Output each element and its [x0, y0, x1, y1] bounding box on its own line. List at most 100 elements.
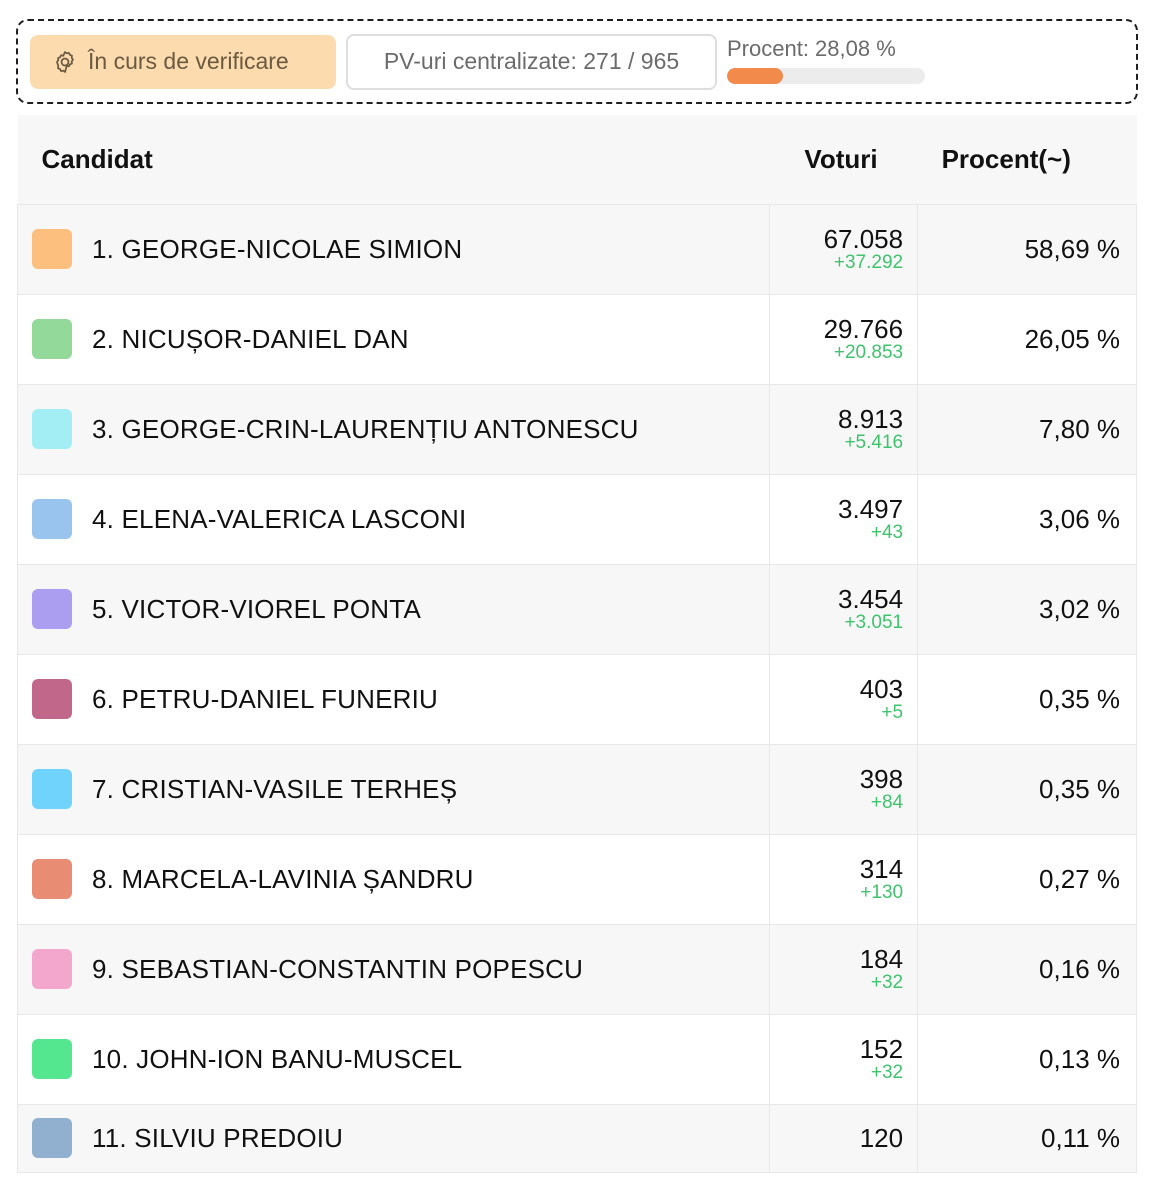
candidate-cell: 10. JOHN-ION BANU-MUSCEL — [16, 1014, 770, 1104]
gear-icon — [52, 49, 78, 75]
percent-cell: 58,69 % — [917, 204, 1137, 294]
votes-cell: 67.058 +37.292 — [769, 204, 919, 294]
table-header-row: Candidat Voturi Procent(~) — [17, 115, 1137, 205]
table-row[interactable]: 4. ELENA-VALERICA LASCONI 3.497 +43 3,06 % — [16, 474, 1137, 564]
percent-cell: 0,11 % — [917, 1104, 1137, 1172]
vote-count: 67.058 — [823, 224, 904, 254]
status-bar: În curs de verificare PV-uri centralizat… — [16, 19, 1138, 104]
vote-count: 3.454 — [838, 584, 904, 614]
votes-cell: 29.766 +20.853 — [769, 294, 919, 384]
candidate-color-swatch — [32, 499, 72, 539]
vote-count: 184 — [859, 944, 904, 974]
candidate-color-swatch — [32, 769, 72, 809]
table-row[interactable]: 2. NICUȘOR-DANIEL DAN 29.766 +20.853 26,05 … — [16, 294, 1137, 384]
progress-bar — [727, 67, 925, 84]
votes-cell: 314 +130 — [769, 834, 919, 924]
vote-count: 403 — [859, 674, 904, 704]
vote-percent: 0,35 % — [1039, 773, 1120, 804]
candidate-name: 10. JOHN-ION BANU-MUSCEL — [92, 1043, 463, 1074]
percent-cell: 0,35 % — [917, 654, 1137, 744]
candidate-cell: 2. NICUȘOR-DANIEL DAN — [16, 294, 770, 384]
vote-percent: 26,05 % — [1024, 323, 1120, 354]
candidate-color-swatch — [32, 409, 72, 449]
votes-cell: 8.913 +5.416 — [769, 384, 919, 474]
candidate-cell: 11. SILVIU PREDOIU — [16, 1104, 770, 1172]
table-row[interactable]: 8. MARCELA-LAVINIA ȘANDRU 314 +130 0,27 % — [16, 834, 1137, 924]
vote-count: 314 — [859, 854, 904, 884]
votes-cell: 3.454 +3.051 — [769, 564, 919, 654]
candidate-name: 3. GEORGE-CRIN-LAURENȚIU ANTONESCU — [92, 413, 639, 444]
candidate-cell: 6. PETRU-DANIEL FUNERIU — [16, 654, 770, 744]
vote-delta: +32 — [870, 972, 904, 993]
column-header-candidate[interactable]: Candidat — [17, 115, 770, 205]
percent-cell: 0,16 % — [917, 924, 1137, 1014]
table-row[interactable]: 10. JOHN-ION BANU-MUSCEL 152 +32 0,13 % — [16, 1014, 1137, 1104]
vote-delta: +5.416 — [844, 432, 904, 453]
verification-status-label: În curs de verificare — [88, 48, 289, 74]
table-row[interactable]: 7. CRISTIAN-VASILE TERHEȘ 398 +84 0,35 % — [16, 744, 1137, 834]
vote-percent: 0,13 % — [1039, 1043, 1120, 1074]
candidate-color-swatch — [32, 229, 72, 269]
table-row[interactable]: 9. SEBASTIAN-CONSTANTIN POPESCU 184 +32 0,1… — [16, 924, 1137, 1014]
candidate-color-swatch — [32, 319, 72, 359]
candidate-name: 6. PETRU-DANIEL FUNERIU — [92, 683, 439, 714]
table-row[interactable]: 1. GEORGE-NICOLAE SIMION 67.058 +37.292 58,… — [16, 204, 1137, 294]
candidate-name: 2. NICUȘOR-DANIEL DAN — [92, 323, 409, 354]
percent-cell: 3,02 % — [917, 564, 1137, 654]
progress-section: Procent: 28,08 % — [727, 36, 925, 84]
table-row[interactable]: 5. VICTOR-VIOREL PONTA 3.454 +3.051 3,02 % — [16, 564, 1137, 654]
percent-cell: 0,35 % — [917, 744, 1137, 834]
vote-count: 120 — [859, 1123, 904, 1153]
candidate-cell: 4. ELENA-VALERICA LASCONI — [16, 474, 770, 564]
column-header-percent[interactable]: Procent(~) — [917, 115, 1137, 205]
progress-bar-fill — [727, 67, 783, 84]
votes-cell: 398 +84 — [769, 744, 919, 834]
column-header-votes[interactable]: Voturi — [769, 115, 918, 205]
candidate-color-swatch — [32, 1118, 72, 1158]
candidate-color-swatch — [32, 949, 72, 989]
candidate-color-swatch — [32, 1039, 72, 1079]
candidate-cell: 3. GEORGE-CRIN-LAURENȚIU ANTONESCU — [16, 384, 770, 474]
table-row[interactable]: 3. GEORGE-CRIN-LAURENȚIU ANTONESCU 8.913 +… — [16, 384, 1137, 474]
results-table: Candidat Voturi Procent(~) 1. GEORGE-NIC… — [16, 115, 1137, 1173]
vote-delta: +84 — [870, 792, 904, 813]
votes-cell: 120 — [769, 1104, 919, 1172]
vote-percent: 0,27 % — [1039, 863, 1120, 894]
table-row[interactable]: 11. SILVIU PREDOIU 120 0,11 % — [16, 1104, 1137, 1172]
candidate-cell: 8. MARCELA-LAVINIA ȘANDRU — [16, 834, 770, 924]
candidate-name: 4. ELENA-VALERICA LASCONI — [92, 503, 467, 534]
vote-delta: +32 — [870, 1062, 904, 1083]
votes-cell: 152 +32 — [769, 1014, 919, 1104]
percent-cell: 7,80 % — [917, 384, 1137, 474]
votes-cell: 184 +32 — [769, 924, 919, 1014]
vote-count: 3.497 — [838, 494, 904, 524]
votes-cell: 3.497 +43 — [769, 474, 919, 564]
vote-percent: 3,02 % — [1039, 593, 1120, 624]
vote-percent: 3,06 % — [1039, 503, 1120, 534]
percent-cell: 0,13 % — [917, 1014, 1137, 1104]
verification-status-badge: În curs de verificare — [30, 34, 336, 89]
percent-cell: 26,05 % — [917, 294, 1137, 384]
votes-cell: 403 +5 — [769, 654, 919, 744]
vote-delta: +37.292 — [833, 252, 904, 273]
candidate-name: 5. VICTOR-VIOREL PONTA — [92, 593, 421, 624]
candidate-cell: 9. SEBASTIAN-CONSTANTIN POPESCU — [16, 924, 770, 1014]
table-row[interactable]: 6. PETRU-DANIEL FUNERIU 403 +5 0,35 % — [16, 654, 1137, 744]
percent-cell: 3,06 % — [917, 474, 1137, 564]
candidate-name: 11. SILVIU PREDOIU — [92, 1122, 344, 1153]
vote-delta: +43 — [870, 522, 904, 543]
vote-percent: 7,80 % — [1039, 413, 1120, 444]
candidate-cell: 5. VICTOR-VIOREL PONTA — [16, 564, 770, 654]
vote-delta: +130 — [860, 882, 904, 903]
vote-count: 29.766 — [823, 314, 904, 344]
vote-delta: +5 — [881, 702, 904, 723]
vote-delta: +3.051 — [844, 612, 904, 633]
candidate-name: 8. MARCELA-LAVINIA ȘANDRU — [92, 863, 474, 894]
candidate-name: 9. SEBASTIAN-CONSTANTIN POPESCU — [92, 953, 584, 984]
pv-count-label: PV-uri centralizate: 271 / 965 — [346, 33, 717, 90]
vote-percent: 0,16 % — [1039, 953, 1120, 984]
vote-count: 398 — [859, 764, 904, 794]
candidate-color-swatch — [32, 679, 72, 719]
percent-cell: 0,27 % — [917, 834, 1137, 924]
candidate-color-swatch — [32, 859, 72, 899]
